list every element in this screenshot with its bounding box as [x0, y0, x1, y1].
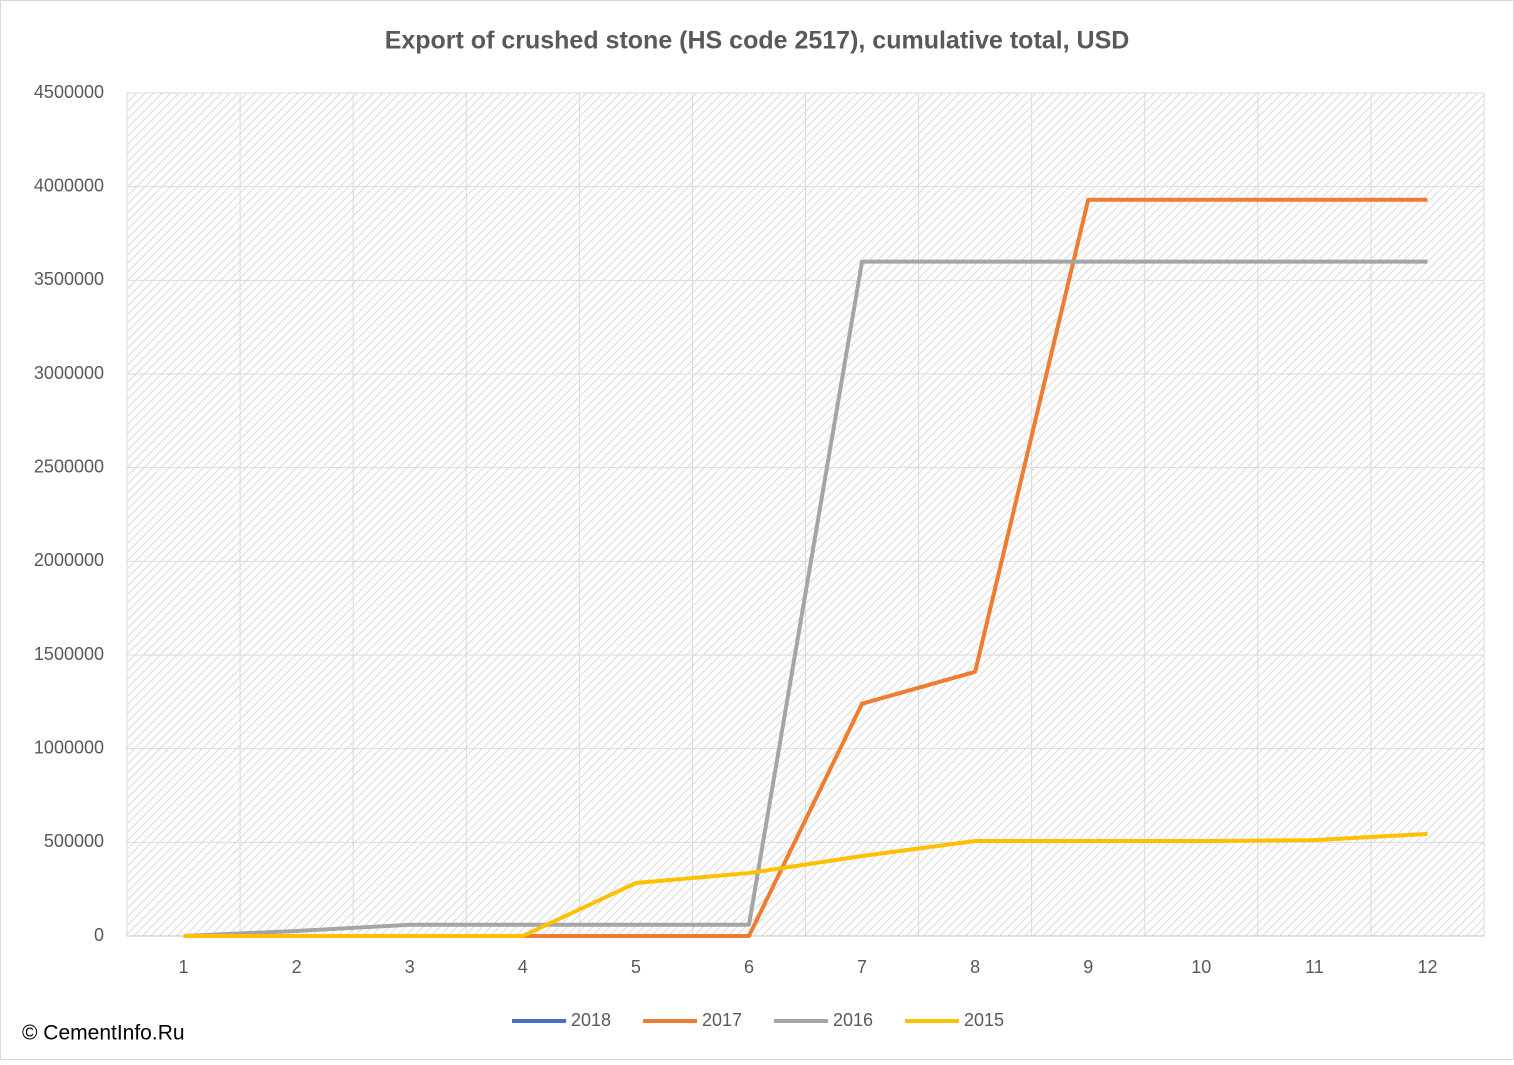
x-tick-label: 5 [631, 957, 641, 977]
x-tick-label: 8 [970, 957, 980, 977]
y-tick-label: 500000 [44, 831, 104, 851]
legend-label: 2015 [964, 1010, 1004, 1030]
y-tick-label: 1000000 [34, 737, 104, 757]
x-tick-label: 2 [292, 957, 302, 977]
x-tick-label: 9 [1083, 957, 1093, 977]
line-series [183, 831, 1428, 938]
line-series [183, 259, 1428, 938]
chart-title: Export of crushed stone (HS code 2517), … [385, 27, 1130, 55]
legend-label: 2016 [833, 1010, 873, 1030]
y-tick-label: 2000000 [34, 550, 104, 570]
y-tick-label: 2500000 [34, 456, 104, 476]
x-tick-label: 7 [857, 957, 867, 977]
copyright: © CementInfo.Ru [22, 1022, 185, 1045]
y-tick-label: 0 [94, 925, 104, 945]
y-tick-label: 3000000 [34, 363, 104, 383]
x-tick-label: 3 [405, 957, 415, 977]
x-tick-label: 6 [744, 957, 754, 977]
y-tick-label: 4000000 [34, 175, 104, 195]
y-tick-label: 4500000 [34, 82, 104, 102]
x-tick-label: 1 [179, 957, 189, 977]
legend-label: 2017 [702, 1010, 742, 1030]
y-tick-label: 3500000 [34, 269, 104, 289]
x-tick-label: 11 [1305, 957, 1324, 977]
y-tick-label: 1500000 [34, 644, 104, 664]
x-tick-label: 12 [1417, 957, 1437, 977]
x-tick-label: 4 [518, 957, 528, 977]
legend-label: 2018 [571, 1010, 611, 1030]
x-tick-label: 10 [1191, 957, 1211, 977]
